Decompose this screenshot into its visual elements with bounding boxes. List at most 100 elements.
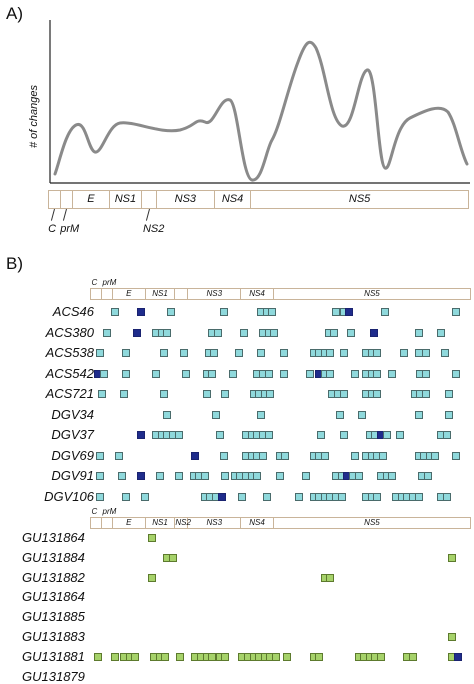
mutation-mark [219,451,228,460]
mutation-mark [174,431,183,439]
mutation-mark [320,451,329,460]
strain-label: DGV37 [51,427,94,442]
gene-segment: NS1 [146,518,176,528]
mutation-mark [217,492,226,501]
gene-region-label: C [48,223,57,235]
mutation-mark [326,349,335,357]
mutation-mark [122,492,130,501]
strain-label: DGV69 [51,447,94,463]
mutation-mark [228,369,237,378]
mutation-mark [442,431,451,439]
gene-segment: E [73,191,110,208]
gene-segment [61,191,74,208]
gene-segment: NS1 [110,191,143,208]
mutation-mark [159,390,168,398]
gene-segment [49,191,62,208]
mutation-mark [114,451,123,460]
mutation-mark [159,349,168,357]
strain-label: GU131881 [22,648,85,664]
strain-label: ACS721 [45,386,94,401]
mutation-mark [122,349,130,357]
mutation-mark [373,390,382,398]
mutation-mark [414,492,423,501]
mutation-mark [275,472,284,480]
gene-segment: NS3 [188,518,242,528]
mutation-mark [442,492,451,501]
strain-label: GU131879 [22,668,85,684]
mutation-mark [335,410,344,419]
mutation-mark [163,410,172,419]
gene-segment: NS4 [241,289,274,299]
mutation-mark [279,349,288,357]
mutation-mark [191,451,200,460]
strain-label: ACS380 [45,324,94,340]
gene-segment: NS3 [188,289,242,299]
mutation-mark [240,328,249,337]
gene-segment: NS5 [364,289,380,298]
mutation-mark [262,492,271,501]
mutation-mark [444,390,453,398]
mutation-mark [378,451,387,460]
mutation-mark [99,369,108,378]
mutation-mark [380,308,389,316]
strain-label: GU131882 [22,569,85,585]
strain-label: GU131884 [22,549,85,565]
mutation-mark [257,349,265,357]
mutation-mark [95,349,104,357]
mutation-mark [174,472,183,480]
mutation-mark [155,472,164,480]
strain-label: ACS46 [52,304,94,319]
mutation-mark [452,451,460,460]
mutation-mark [302,472,310,480]
mutation-mark [168,553,177,562]
mutation-mark [283,652,292,661]
gene-segment: NS2 [175,518,191,528]
mutation-mark [423,472,432,480]
mutation-mark [270,328,279,337]
mutation-mark [221,390,230,398]
mutation-mark [452,369,460,378]
mutation-mark [350,451,359,460]
changes-curve [53,40,469,182]
mutation-mark [219,308,228,316]
mutation-mark [448,553,457,562]
mutation-mark [345,308,354,316]
mutation-mark [399,349,408,357]
mutation-mark [422,349,430,357]
mutation-mark [137,308,145,316]
mutation-mark [272,652,280,661]
panel-b-label: B) [6,254,23,273]
gene-region-label: C [91,507,98,516]
panel-b-gene-bar-bottom: E NS1 NS2 NS3 NS4 NS5 [90,517,471,529]
mutation-mark [315,652,324,661]
strain-label: DGV91 [51,468,94,483]
mutation-mark [258,451,267,460]
mutation-mark [440,349,449,357]
mutation-mark [373,349,382,357]
gene-segment: E [113,518,146,528]
mutation-mark [120,390,129,398]
mutation-mark [167,308,175,316]
mutation-mark [200,472,209,480]
gene-segment [91,289,102,299]
strain-label: ACS538 [45,345,94,360]
mutation-mark [414,328,423,337]
mutation-mark [215,431,224,439]
mutation-mark [266,390,275,398]
gene-segment: NS4 [241,518,274,528]
mutation-mark [339,349,348,357]
gene-region-label: C [91,278,98,287]
mutation-mark [182,369,190,378]
strain-label: GU131885 [22,609,85,625]
mutation-mark [326,573,335,582]
gene-segment: NS5 [364,518,380,527]
mutation-mark [110,308,119,316]
mutation-mark [264,431,273,439]
mutation-mark [373,369,382,378]
gene-region-label: prM [102,507,117,516]
mutation-mark [369,328,378,337]
mutation-mark [268,308,277,316]
strain-label: DGV106 [44,488,94,504]
mutation-mark [279,369,288,378]
gene-region-label: prM [60,223,80,235]
